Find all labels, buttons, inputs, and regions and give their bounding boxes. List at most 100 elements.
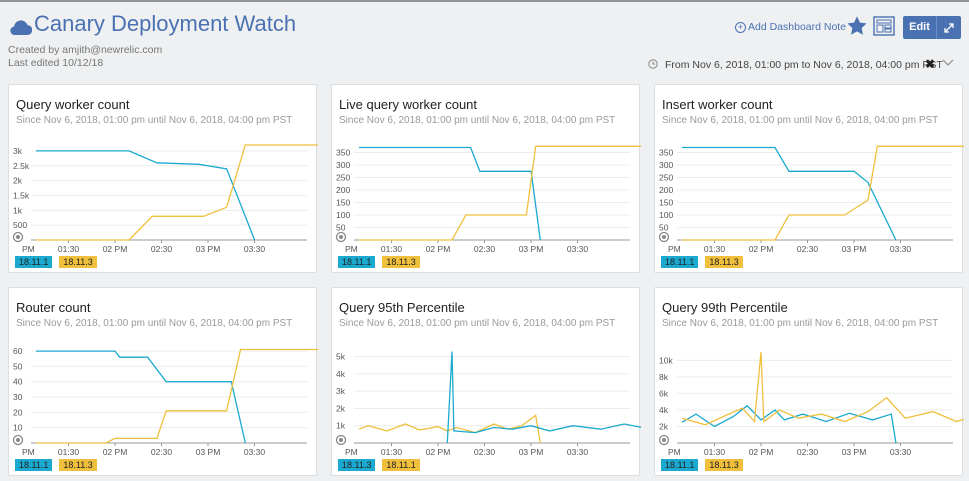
y-tick-label: 4k [336,369,346,379]
legend-item[interactable]: 18.11.3 [338,459,376,471]
y-tick-label: 150 [336,198,350,208]
x-tick-label: 03:30 [567,447,589,457]
legend-item[interactable]: 18.11.3 [705,459,743,471]
y-tick-label: 3k [13,146,23,156]
line-chart[interactable]: 50 100 150 200 250 300 350 PM 01:30 02 PM 02:30 03 … [655,139,964,257]
series-line[interactable] [36,150,256,241]
legend-item[interactable]: 18.11.1 [382,459,420,471]
dashboard-title: Canary Deployment Watch [34,11,297,36]
widget-card[interactable]: Live query worker count Since Nov 6, 201… [331,84,641,273]
x-tick-label: 03 PM [519,244,544,254]
x-tick-label: 02:30 [151,447,173,457]
x-tick-label: 01:30 [704,244,726,254]
widget-card[interactable]: Router count Since Nov 6, 2018, 01:00 pm… [8,287,318,476]
y-tick-label: 200 [336,185,350,195]
widget-card[interactable]: Query worker count Since Nov 6, 2018, 01… [8,84,318,273]
tv-mode-icon[interactable] [873,16,895,36]
y-tick-label: 300 [659,160,673,170]
y-tick-label: 200 [659,185,673,195]
x-tick-label: PM [345,244,358,254]
widget-subtitle: Since Nov 6, 2018, 01:00 pm until Nov 6,… [339,115,616,126]
series-line[interactable] [36,350,246,444]
x-tick-label: 03:30 [244,447,266,457]
event-marker-dot [16,235,20,239]
x-tick-label: 03 PM [842,244,867,254]
widget-subtitle: Since Nov 6, 2018, 01:00 pm until Nov 6,… [662,318,939,329]
x-tick-label: 03 PM [519,447,544,457]
line-chart[interactable]: 1k 2k 3k 4k 5k PM 01:30 02 PM 02:30 03 PM 03:30 [332,342,641,460]
legend-item[interactable]: 18.11.3 [59,459,97,471]
x-tick-label: PM [668,447,681,457]
line-chart[interactable]: 500 1k 1.5k 2k 2.5k 3k PM 01:30 02 PM 02:30 03 PM 0… [9,139,318,257]
series-line[interactable] [682,146,897,241]
widget-subtitle: Since Nov 6, 2018, 01:00 pm until Nov 6,… [16,115,293,126]
created-by: Created by amjith@newrelic.com [8,44,163,56]
y-tick-label: 8k [659,372,669,382]
series-line[interactable] [36,144,318,241]
y-tick-label: 350 [336,148,350,158]
widget-card[interactable]: Query 99th Percentile Since Nov 6, 2018,… [654,287,964,476]
y-tick-label: 60 [13,346,23,356]
chevron-down-icon[interactable] [942,57,954,67]
x-tick-label: 03 PM [842,447,867,457]
series-line[interactable] [446,351,641,444]
x-tick-label: 02 PM [426,447,451,457]
y-tick-label: 100 [336,210,350,220]
line-chart[interactable]: 50 100 150 200 250 300 350 PM 01:30 02 PM 02:30 03 … [332,139,641,257]
series-line[interactable] [682,145,964,241]
x-tick-label: 02 PM [749,447,774,457]
legend-item[interactable]: 18.11.1 [661,459,699,471]
y-tick-label: 2k [13,176,23,186]
legend-item[interactable]: 18.11.3 [705,256,743,268]
series-line[interactable] [36,348,318,444]
series-line[interactable] [359,145,641,241]
chart-legend: 18.11.1 18.11.3 [15,459,97,471]
series-line[interactable] [681,404,897,444]
y-tick-label: 6k [659,388,669,398]
legend-item[interactable]: 18.11.1 [15,256,53,268]
y-tick-label: 250 [336,173,350,183]
add-dashboard-note-button[interactable]: + Add Dashboard Note [735,21,846,33]
y-tick-label: 5k [336,352,346,362]
widget-card[interactable]: Insert worker count Since Nov 6, 2018, 0… [654,84,964,273]
expand-icon[interactable] [937,16,961,39]
x-tick-label: PM [22,447,35,457]
legend-item[interactable]: 18.11.3 [59,256,97,268]
x-tick-label: 02:30 [797,447,819,457]
close-icon[interactable]: ✖ [925,57,936,71]
x-tick-label: 02 PM [103,244,128,254]
line-chart[interactable]: 2k 4k 6k 8k 10k PM 01:30 02 PM 02:30 03 PM 03:30 [655,342,964,460]
dashboard-header: Canary Deployment Watch Created by amjit… [0,2,969,84]
series-line[interactable] [681,352,964,426]
line-chart[interactable]: 10 20 30 40 50 60 PM 01:30 02 PM 02:30 03 PM 03:30 [9,342,318,460]
legend-item[interactable]: 18.11.1 [661,256,699,268]
clock-icon [648,59,658,69]
series-line[interactable] [358,414,541,444]
chart-legend: 18.11.3 18.11.1 [338,459,420,471]
widget-card[interactable]: Query 95th Percentile Since Nov 6, 2018,… [331,287,641,476]
star-icon[interactable] [846,15,868,37]
y-tick-label: 30 [13,392,23,402]
y-tick-label: 250 [659,173,673,183]
time-range-label[interactable]: From Nov 6, 2018, 01:00 pm to Nov 6, 201… [665,59,943,71]
y-tick-label: 2.5k [13,161,30,171]
y-tick-label: 4k [659,405,669,415]
x-tick-label: 03:30 [890,244,912,254]
series-line[interactable] [359,146,541,241]
event-marker-dot [339,438,343,442]
legend-item[interactable]: 18.11.1 [338,256,376,268]
x-tick-label: 01:30 [58,244,80,254]
widget-subtitle: Since Nov 6, 2018, 01:00 pm until Nov 6,… [16,318,293,329]
x-tick-label: 01:30 [381,244,403,254]
y-tick-label: 2k [659,421,669,431]
widget-title: Insert worker count [662,97,773,112]
y-tick-label: 1.5k [13,190,30,200]
x-tick-label: 03:30 [890,447,912,457]
x-tick-label: 01:30 [704,447,726,457]
x-tick-label: 03 PM [196,447,221,457]
legend-item[interactable]: 18.11.1 [15,459,53,471]
y-tick-label: 10k [659,355,673,365]
widget-subtitle: Since Nov 6, 2018, 01:00 pm until Nov 6,… [662,115,939,126]
legend-item[interactable]: 18.11.3 [382,256,420,268]
edit-button[interactable]: Edit [903,16,961,39]
